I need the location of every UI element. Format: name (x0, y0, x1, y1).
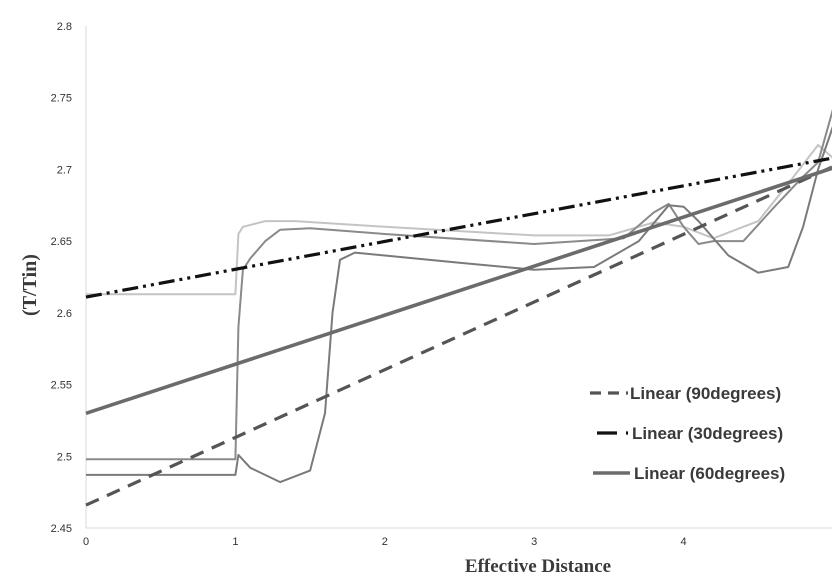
legend: Linear (90degrees) Linear (30degrees) Line… (590, 384, 785, 483)
x-tick-label: 3 (531, 536, 537, 548)
x-axis-title: Effective Distance (465, 556, 611, 577)
data-line-4 (86, 109, 832, 461)
x-tick-labels: 0 1 2 3 4 (83, 536, 687, 548)
x-tick-label: 4 (681, 536, 687, 548)
y-tick-label: 2.45 (51, 523, 72, 535)
legend-label: Linear (60degrees) (634, 464, 785, 483)
axes (85, 26, 832, 529)
trendline-0 (85, 165, 832, 507)
legend-label: Linear (30degrees) (632, 424, 783, 443)
y-tick-label: 2.8 (57, 21, 72, 33)
trendline-series (85, 156, 832, 507)
y-tick-labels: 2.45 2.5 2.55 2.6 2.65 2.7 2.75 2.8 (51, 21, 72, 535)
y-tick-label: 2.55 (51, 380, 72, 392)
legend-label: Linear (90degrees) (630, 384, 781, 403)
x-tick-label: 1 (232, 536, 238, 548)
data-line-3 (86, 144, 832, 296)
y-tick-label: 2.5 (57, 451, 72, 463)
y-tick-label: 2.65 (51, 236, 72, 248)
data-line-5 (86, 126, 832, 484)
y-tick-label: 2.6 (57, 308, 72, 320)
x-tick-label: 2 (382, 536, 388, 548)
x-tick-label: 0 (83, 536, 89, 548)
y-axis-title: (T/Tin) (19, 254, 41, 316)
y-tick-label: 2.7 (57, 164, 72, 176)
trendline-1 (85, 156, 832, 299)
trendline-2 (85, 166, 832, 416)
y-tick-label: 2.75 (51, 93, 72, 105)
